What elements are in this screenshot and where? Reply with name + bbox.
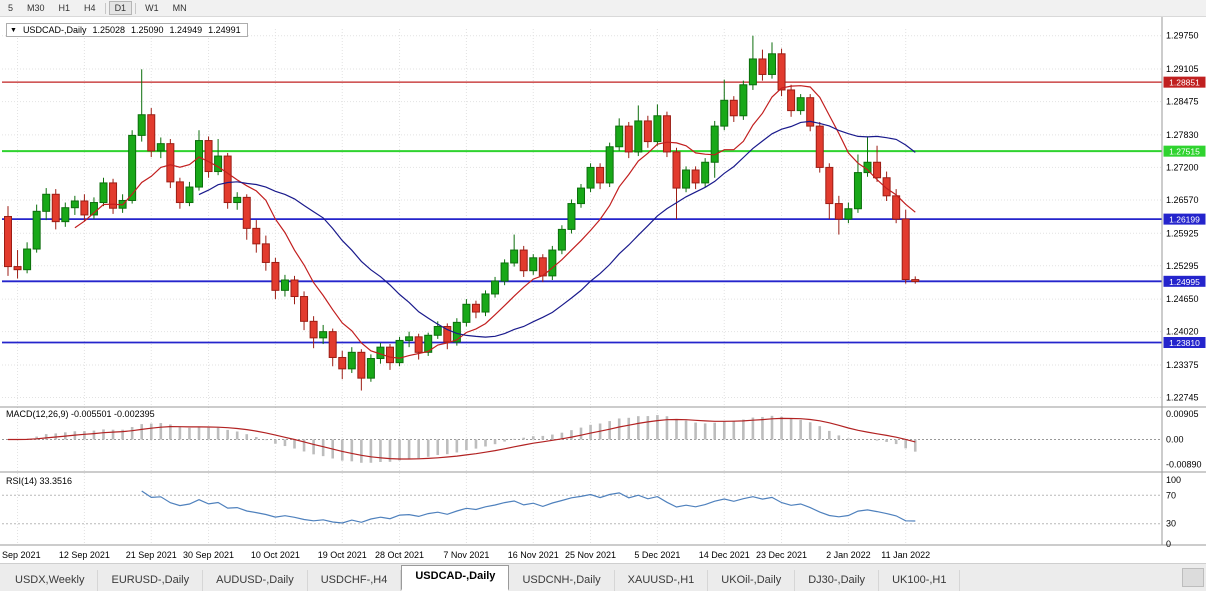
svg-text:1.24995: 1.24995 — [1169, 277, 1200, 287]
tab-usdchf-h4[interactable]: USDCHF-,H4 — [308, 570, 402, 591]
svg-text:23 Dec 2021: 23 Dec 2021 — [756, 550, 807, 560]
tab-eurusd-daily[interactable]: EURUSD-,Daily — [98, 570, 204, 591]
svg-text:25 Nov 2021: 25 Nov 2021 — [565, 550, 616, 560]
svg-text:30: 30 — [1166, 519, 1176, 529]
price-chart[interactable]: 1.29750 1.29105 1.28475 1.27830 1.27200 1.265… — [0, 17, 1206, 563]
svg-text:2 Sep 2021: 2 Sep 2021 — [0, 550, 41, 560]
timeframe-toolbar: 5 M30 H1 H4 D1 W1 MN — [0, 0, 1206, 17]
timeframe-d1[interactable]: D1 — [108, 1, 133, 15]
tab-xauusd-h1[interactable]: XAUUSD-,H1 — [615, 570, 709, 591]
svg-text:16 Nov 2021: 16 Nov 2021 — [508, 550, 559, 560]
svg-text:2 Jan 2022: 2 Jan 2022 — [826, 550, 871, 560]
tab-scroll-corner[interactable] — [1182, 568, 1204, 587]
svg-text:28 Oct 2021: 28 Oct 2021 — [375, 550, 424, 560]
svg-text:1.28851: 1.28851 — [1169, 78, 1200, 88]
svg-text:1.24020: 1.24020 — [1166, 327, 1199, 337]
chart-tab-bar: USDX,Weekly EURUSD-,Daily AUDUSD-,Daily USD… — [0, 563, 1206, 591]
timeframe-h4[interactable]: H4 — [84, 3, 96, 13]
svg-text:1.25295: 1.25295 — [1166, 261, 1199, 271]
timeframe-m30[interactable]: M30 — [27, 3, 45, 13]
svg-text:1.22745: 1.22745 — [1166, 393, 1199, 403]
tab-usdx-weekly[interactable]: USDX,Weekly — [2, 570, 99, 591]
chart-symbol-label: USDCAD-,Daily — [22, 25, 87, 35]
svg-text:1.26570: 1.26570 — [1166, 195, 1199, 205]
svg-text:0: 0 — [1166, 539, 1171, 549]
svg-text:1.25925: 1.25925 — [1166, 228, 1199, 238]
svg-text:0.00905: 0.00905 — [1166, 409, 1199, 419]
svg-text:1.29105: 1.29105 — [1166, 64, 1199, 74]
svg-text:7 Nov 2021: 7 Nov 2021 — [443, 550, 489, 560]
svg-text:0.00: 0.00 — [1166, 435, 1184, 445]
svg-text:1.23375: 1.23375 — [1166, 360, 1199, 370]
tab-uk100-h1[interactable]: UK100-,H1 — [879, 570, 961, 591]
quote-low: 1.24949 — [169, 25, 203, 35]
svg-text:1.26199: 1.26199 — [1169, 215, 1200, 225]
svg-text:1.28475: 1.28475 — [1166, 97, 1199, 107]
svg-text:RSI(14) 33.3516: RSI(14) 33.3516 — [6, 476, 72, 486]
svg-text:5 Dec 2021: 5 Dec 2021 — [634, 550, 680, 560]
svg-text:14 Dec 2021: 14 Dec 2021 — [699, 550, 750, 560]
svg-text:1.23810: 1.23810 — [1169, 338, 1200, 348]
svg-text:10 Oct 2021: 10 Oct 2021 — [251, 550, 300, 560]
tab-dj30-daily[interactable]: DJ30-,Daily — [795, 570, 880, 591]
tab-ukoil-daily[interactable]: UKOil-,Daily — [708, 570, 796, 591]
quote-close: 1.24991 — [208, 25, 241, 35]
quote-open: 1.25028 — [92, 25, 125, 35]
svg-text:30 Sep 2021: 30 Sep 2021 — [183, 550, 234, 560]
svg-text:1.24650: 1.24650 — [1166, 294, 1199, 304]
tab-audusd-daily[interactable]: AUDUSD-,Daily — [203, 570, 308, 591]
tab-usdcnh-daily[interactable]: USDCNH-,Daily — [509, 570, 615, 591]
timeframe-5[interactable]: 5 — [8, 3, 14, 13]
svg-text:70: 70 — [1166, 490, 1176, 500]
quote-high: 1.25090 — [131, 25, 164, 35]
svg-text:1.29750: 1.29750 — [1166, 31, 1199, 41]
svg-text:100: 100 — [1166, 475, 1181, 485]
collapse-chart-icon[interactable]: ▼ — [10, 26, 17, 34]
svg-text:1.27515: 1.27515 — [1169, 147, 1200, 157]
svg-text:19 Oct 2021: 19 Oct 2021 — [318, 550, 367, 560]
svg-text:11 Jan 2022: 11 Jan 2022 — [881, 550, 930, 560]
tab-usdcad-daily[interactable]: USDCAD-,Daily — [401, 565, 510, 591]
timeframe-w1[interactable]: W1 — [145, 3, 159, 13]
timeframe-mn[interactable]: MN — [172, 3, 187, 13]
timeframe-h1[interactable]: H1 — [58, 3, 71, 13]
svg-text:MACD(12,26,9) -0.005501 -0.002: MACD(12,26,9) -0.005501 -0.002395 — [6, 409, 155, 419]
svg-text:1.27200: 1.27200 — [1166, 162, 1199, 172]
svg-text:-0.00890: -0.00890 — [1166, 460, 1202, 470]
svg-text:21 Sep 2021: 21 Sep 2021 — [126, 550, 177, 560]
chart-title: ▼ USDCAD-,Daily 1.25028 1.25090 1.24949 … — [6, 23, 248, 37]
svg-text:1.27830: 1.27830 — [1166, 130, 1199, 140]
svg-text:12 Sep 2021: 12 Sep 2021 — [59, 550, 110, 560]
